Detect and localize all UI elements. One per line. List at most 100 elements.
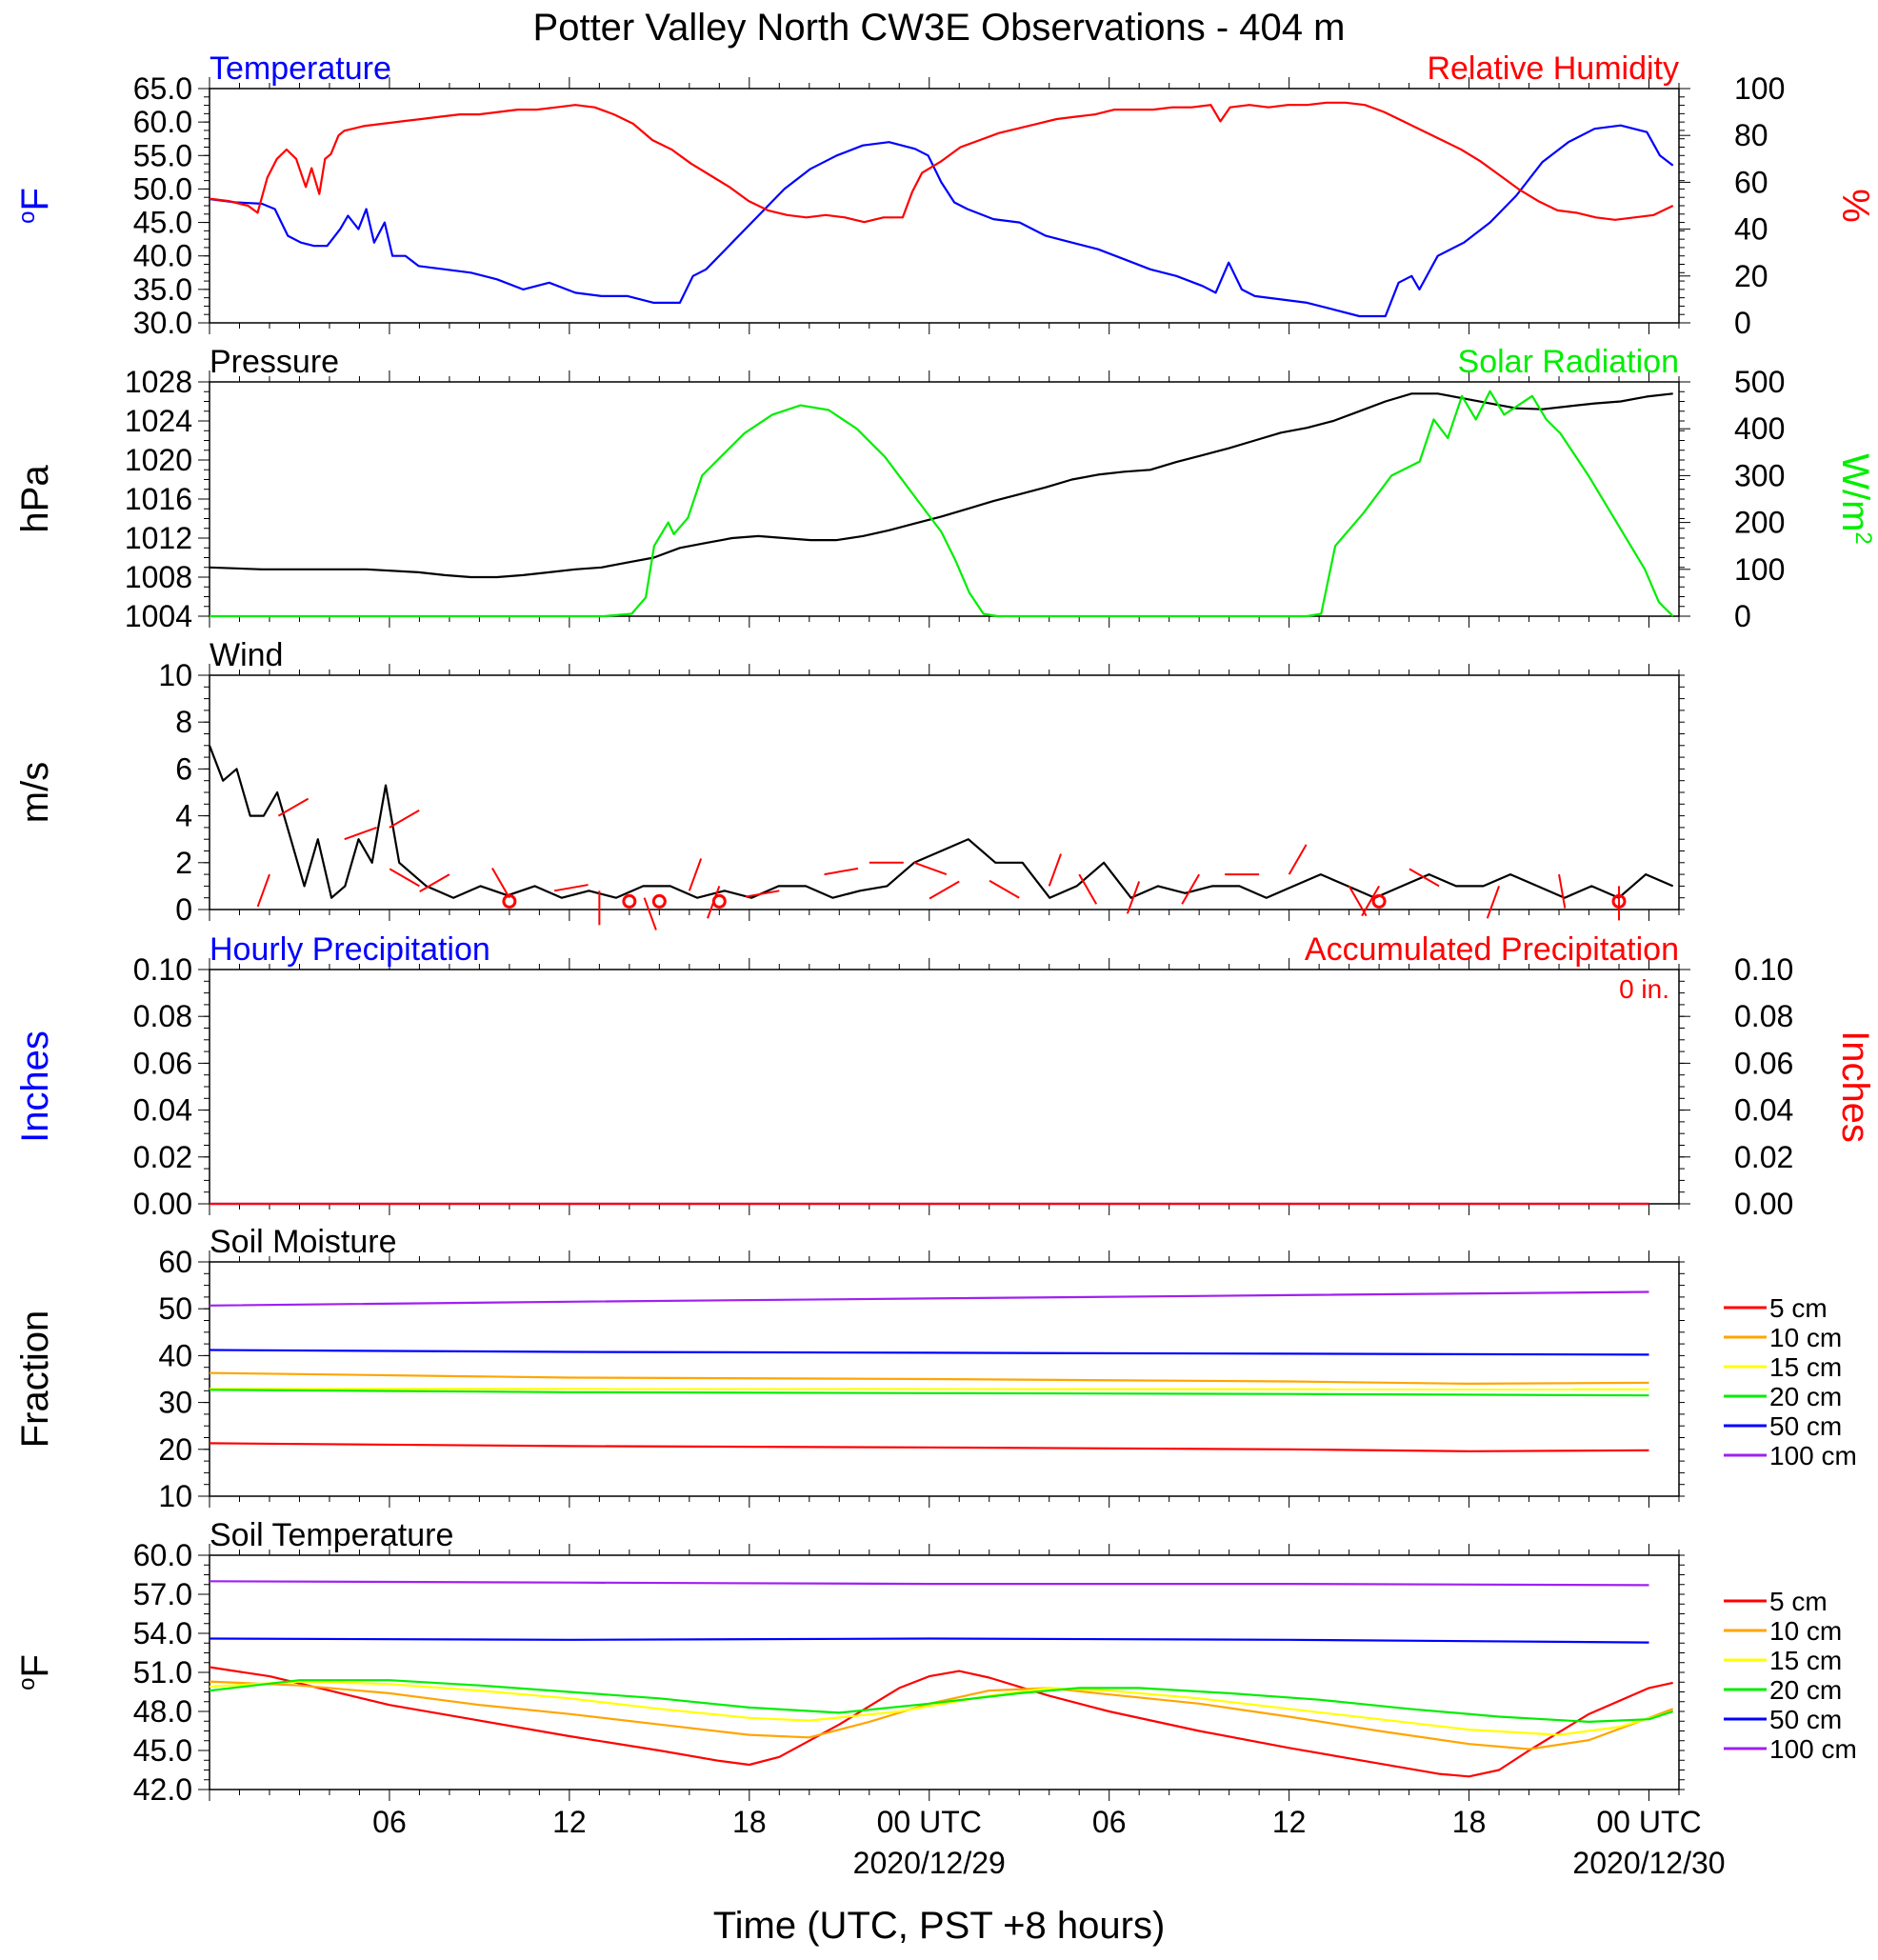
y-tick-label-left: 0.04 bbox=[133, 1093, 192, 1128]
calm-wind-circle bbox=[1371, 893, 1387, 909]
legend-label: 15 cm bbox=[1769, 1646, 1842, 1675]
panel-wind: 0 2 4 6 8 10 m/s Wind bbox=[14, 637, 1685, 930]
x-tick-label: 00 UTC bbox=[877, 1805, 982, 1839]
y-tick-label-left: 10 bbox=[158, 658, 192, 692]
wind-barb bbox=[491, 868, 510, 899]
y-axis-label-right: W/m2 bbox=[1834, 453, 1876, 545]
y-tick-label-right: 0.08 bbox=[1734, 999, 1793, 1033]
y-tick-label-right: 100 bbox=[1734, 552, 1785, 587]
series-line-15-cm bbox=[209, 1388, 1649, 1390]
panel-soil_moisture: 10 20 30 40 50 60 Fraction Soil Moisture 5 cm10 … bbox=[14, 1224, 1857, 1513]
wind-barb bbox=[389, 810, 420, 829]
y-tick-label-left: 45.0 bbox=[133, 1733, 192, 1768]
y-tick-label-right: 400 bbox=[1734, 411, 1785, 446]
y-tick-label-left: 35.0 bbox=[133, 272, 192, 307]
series-line-100-cm bbox=[209, 1580, 1649, 1587]
legend-label: 50 cm bbox=[1769, 1411, 1842, 1441]
wind-barb bbox=[1288, 844, 1308, 875]
panel-title-left: Hourly Precipitation bbox=[210, 931, 490, 968]
y-tick-label-right: 0.02 bbox=[1734, 1140, 1793, 1174]
panel-title-left: Wind bbox=[210, 637, 283, 673]
panel-title-right: Relative Humidity bbox=[1427, 50, 1679, 87]
y-tick-label-left: 0.02 bbox=[133, 1140, 192, 1174]
y-tick-label-right: 0 bbox=[1734, 306, 1751, 340]
calm-wind-circle bbox=[711, 893, 727, 909]
series-line-temperature bbox=[209, 124, 1674, 318]
y-tick-label-left: 0.08 bbox=[133, 999, 192, 1033]
y-axis-label-left: m/s bbox=[14, 762, 56, 823]
series-line-wind bbox=[208, 745, 1674, 899]
x-tick-date-label: 2020/12/29 bbox=[853, 1846, 1006, 1880]
wind-barb bbox=[1126, 881, 1141, 914]
unit-text: % bbox=[1834, 189, 1876, 223]
y-tick-label-left: 1016 bbox=[125, 482, 192, 516]
y-axis-label-left: Inches bbox=[14, 1030, 56, 1143]
x-axis-label: Time (UTC, PST +8 hours) bbox=[713, 1905, 1166, 1947]
y-tick-label-left: 8 bbox=[175, 705, 192, 739]
y-tick-label-right: 500 bbox=[1734, 365, 1785, 399]
legend-label: 20 cm bbox=[1769, 1382, 1842, 1411]
y-tick-label-left: 50.0 bbox=[133, 171, 192, 206]
y-tick-label-left: 6 bbox=[175, 751, 192, 786]
x-tick-date-label: 2020/12/30 bbox=[1572, 1846, 1725, 1880]
wind-barb bbox=[277, 797, 310, 817]
series-line-50-cm bbox=[209, 1637, 1649, 1644]
wind-barb bbox=[1558, 873, 1567, 909]
legend-label: 100 cm bbox=[1769, 1441, 1857, 1470]
legend-label: 10 cm bbox=[1769, 1323, 1842, 1352]
calm-wind-circle bbox=[502, 893, 517, 909]
y-tick-label-left: 1028 bbox=[125, 365, 192, 399]
series-line-20-cm bbox=[209, 1679, 1674, 1723]
panels: 30.035.040.045.050.055.060.065.002040608… bbox=[14, 50, 1876, 1880]
y-axis-label-left: hPa bbox=[14, 465, 56, 533]
panel-title-left: Soil Temperature bbox=[210, 1517, 453, 1553]
legend-label: 5 cm bbox=[1769, 1587, 1828, 1616]
y-tick-label-left: 10 bbox=[158, 1479, 192, 1513]
y-axis-label-right: Inches bbox=[1834, 1030, 1876, 1143]
wind-barb bbox=[688, 858, 703, 891]
wind-barb bbox=[643, 897, 657, 930]
wind-barb bbox=[1361, 885, 1380, 917]
y-tick-label-left: 0.06 bbox=[133, 1046, 192, 1080]
wind-barb bbox=[989, 879, 1020, 899]
y-tick-label-right: 20 bbox=[1734, 259, 1768, 293]
y-tick-label-left: 60.0 bbox=[133, 105, 192, 139]
precip-total-annotation: 0 in. bbox=[1619, 974, 1669, 1004]
x-tick-label: 06 bbox=[1092, 1805, 1127, 1839]
legend-label: 100 cm bbox=[1769, 1734, 1857, 1764]
wind-barb bbox=[1181, 873, 1201, 905]
wind-barb bbox=[913, 861, 948, 876]
unit-text: Inches bbox=[1834, 1030, 1876, 1143]
y-tick-label-left: 1004 bbox=[125, 599, 192, 633]
legend-label: 50 cm bbox=[1769, 1705, 1842, 1734]
y-tick-label-left: 1024 bbox=[125, 404, 192, 438]
y-tick-label-right: 0.06 bbox=[1734, 1046, 1793, 1080]
series-line-20-cm bbox=[209, 1389, 1649, 1397]
y-tick-label-left: 4 bbox=[175, 799, 192, 833]
panel-frame bbox=[209, 88, 1680, 324]
y-tick-label-right: 0.04 bbox=[1734, 1093, 1793, 1128]
y-tick-label-left: 51.0 bbox=[133, 1655, 192, 1690]
wind-barb bbox=[1408, 868, 1440, 888]
unit-text: F bbox=[14, 1654, 56, 1677]
y-tick-label-left: 20 bbox=[158, 1432, 192, 1467]
panel-title-left: Temperature bbox=[210, 50, 391, 87]
y-tick-label-left: 48.0 bbox=[133, 1694, 192, 1729]
panel-soil_temp: 42.0 45.0 48.0 51.0 54.0 57.0 60.0 oF Soil Tempe… bbox=[14, 1517, 1857, 1807]
y-axis-label-left: oF bbox=[14, 188, 56, 224]
y-tick-label-left: 42.0 bbox=[133, 1772, 192, 1807]
y-tick-label-left: 57.0 bbox=[133, 1577, 192, 1611]
x-tick-label: 06 bbox=[372, 1805, 407, 1839]
legend-label: 10 cm bbox=[1769, 1616, 1842, 1646]
series-line-10-cm bbox=[209, 1371, 1649, 1385]
series-line-100-cm bbox=[209, 1290, 1649, 1307]
legend-label: 15 cm bbox=[1769, 1352, 1842, 1382]
y-tick-label-left: 45.0 bbox=[133, 206, 192, 240]
degree-superscript: o bbox=[14, 211, 40, 224]
y-tick-label-right: 0 bbox=[1734, 599, 1751, 633]
y-axis-label-right: % bbox=[1834, 189, 1876, 223]
panel-title-right: Solar Radiation bbox=[1458, 344, 1679, 380]
x-tick-label: 00 UTC bbox=[1596, 1805, 1701, 1839]
